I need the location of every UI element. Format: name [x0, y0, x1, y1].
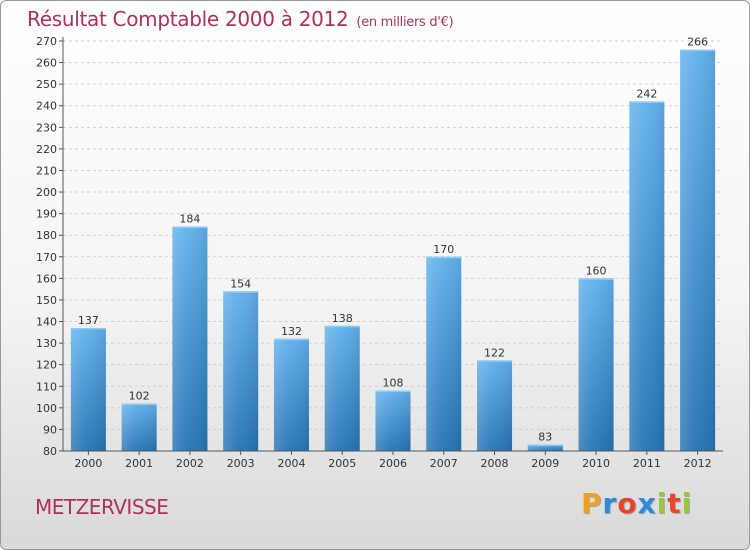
value-label-2001: 102 — [129, 390, 150, 403]
y-tick-label: 230 — [36, 121, 57, 134]
x-tick-label-2005: 2005 — [328, 457, 356, 470]
value-label-2002: 184 — [179, 213, 200, 226]
bar-shine-2001 — [121, 403, 157, 451]
bar-shine-2005 — [324, 325, 360, 451]
value-label-2003: 154 — [230, 277, 251, 290]
y-tick-label: 80 — [43, 445, 57, 458]
grid-lines — [63, 40, 723, 430]
y-tick-label: 240 — [36, 100, 57, 113]
bar-cap-2008 — [477, 360, 513, 362]
bars: 137 102 184 154 132 138 108 170 122 83 160 242 266 — [70, 36, 716, 451]
x-tick-label-2010: 2010 — [582, 457, 610, 470]
y-tick-label: 170 — [36, 251, 57, 264]
bar-shine-2003 — [223, 291, 259, 451]
bar-cap-2011 — [629, 101, 665, 103]
logo-letter: x — [637, 487, 657, 520]
logo-letter: o — [617, 487, 638, 520]
bar-cap-2003 — [223, 291, 259, 293]
bar-cap-2007 — [426, 256, 462, 259]
y-tick-label: 100 — [36, 402, 57, 415]
bar-cap-2006 — [375, 390, 411, 393]
value-label-2004: 132 — [281, 325, 302, 338]
bar-shine-2002 — [172, 226, 208, 451]
bar-shine-2009 — [527, 444, 563, 451]
x-tick-label-2001: 2001 — [125, 457, 153, 470]
y-tick-label: 200 — [36, 186, 57, 199]
y-tick-label: 110 — [36, 380, 57, 393]
x-tick-label-2008: 2008 — [481, 457, 509, 470]
y-tick-label: 250 — [36, 78, 57, 91]
x-tick-label-2004: 2004 — [277, 457, 305, 470]
value-label-2011: 242 — [636, 87, 657, 100]
y-tick-label: 130 — [36, 337, 57, 350]
chart-title-text: Résultat Comptable 2000 à 2012 — [27, 7, 349, 31]
bar-shine-2006 — [375, 390, 411, 451]
y-tick-label: 120 — [36, 359, 57, 372]
bar-shine-2012 — [680, 49, 716, 451]
bar-cap-2012 — [680, 49, 716, 52]
logo-letter: t — [667, 487, 682, 520]
y-tick-label: 220 — [36, 143, 57, 156]
bar-shine-2000 — [70, 328, 106, 451]
x-tick-label-2009: 2009 — [531, 457, 559, 470]
value-label-2007: 170 — [433, 243, 454, 256]
bar-cap-2009 — [527, 444, 563, 447]
bar-cap-2002 — [172, 226, 208, 229]
bar-cap-2000 — [70, 328, 106, 330]
logo-letter: r — [602, 487, 618, 520]
bar-shine-2004 — [273, 338, 309, 451]
bar-shine-2007 — [426, 256, 462, 451]
bar-cap-2005 — [324, 325, 360, 328]
bar-shine-2008 — [477, 360, 513, 451]
x-tick-label-2006: 2006 — [379, 457, 407, 470]
y-tick-label: 150 — [36, 294, 57, 307]
value-label-2009: 83 — [538, 431, 552, 444]
x-tick-label-2007: 2007 — [430, 457, 458, 470]
x-tick-label-2012: 2012 — [684, 457, 712, 470]
logo-letter: i — [656, 487, 668, 520]
y-tick-label: 270 — [36, 35, 57, 48]
value-label-2008: 122 — [484, 346, 505, 359]
x-tick-label-2002: 2002 — [176, 457, 204, 470]
y-axis-ticks: 80 90 100 110 120 130 140 150 160 170 180 190 200 210… — [36, 35, 63, 458]
x-tick-label-2011: 2011 — [633, 457, 661, 470]
chart-subtitle: (en milliers d'€) — [356, 15, 454, 30]
proxiti-logo: Proxiti — [581, 487, 692, 520]
bar-cap-2001 — [121, 403, 157, 406]
bar-cap-2004 — [273, 338, 309, 341]
y-tick-label: 90 — [43, 423, 57, 436]
bar-shine-2011 — [629, 101, 665, 451]
x-axis-ticks: 2000 2001 2002 2003 2004 2005 2006 2007 2008 2009… — [74, 451, 712, 470]
y-tick-label: 260 — [36, 57, 57, 70]
x-tick-label-2000: 2000 — [74, 457, 102, 470]
x-tick-label-2003: 2003 — [227, 457, 255, 470]
commune-name: METZERVISSE — [35, 495, 169, 519]
y-tick-label: 140 — [36, 316, 57, 329]
y-tick-label: 180 — [36, 229, 57, 242]
value-label-2006: 108 — [383, 377, 404, 390]
value-label-2000: 137 — [78, 314, 99, 327]
bar-cap-2010 — [578, 278, 614, 280]
chart-title: Résultat Comptable 2000 à 2012 (en millie… — [27, 7, 454, 31]
logo-letter: i — [681, 487, 693, 520]
value-label-2010: 160 — [586, 264, 607, 277]
logo-letter: P — [581, 487, 603, 520]
value-label-2005: 138 — [332, 312, 353, 325]
y-tick-label: 160 — [36, 272, 57, 285]
y-tick-label: 210 — [36, 164, 57, 177]
bar-shine-2010 — [578, 278, 614, 451]
y-tick-label: 190 — [36, 208, 57, 221]
value-label-2012: 266 — [687, 36, 708, 49]
